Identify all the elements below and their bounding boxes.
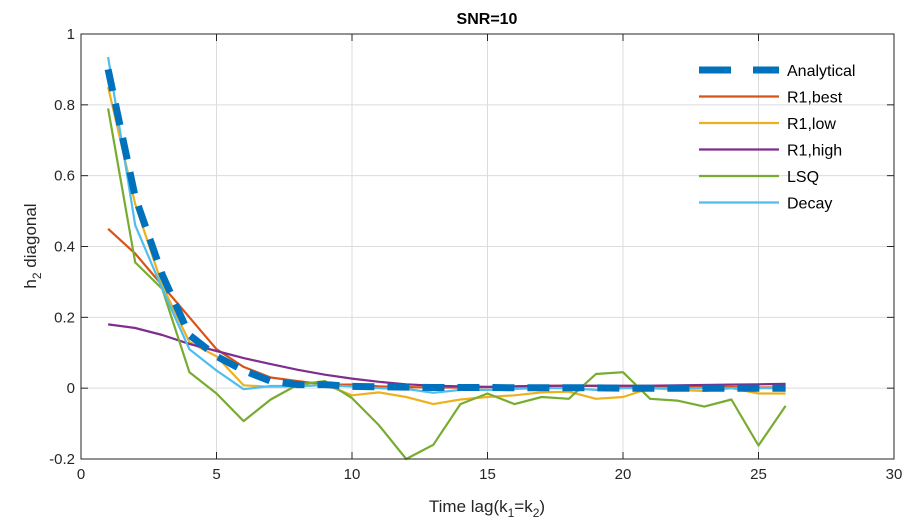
- x-tick-label: 20: [615, 466, 632, 483]
- legend-label: Decay: [787, 196, 832, 213]
- series-layer: [104, 56, 787, 461]
- y-tick-label: 0.6: [54, 168, 75, 185]
- legend-label: Analytical: [787, 63, 855, 80]
- y-tick-label: 0.2: [54, 309, 75, 326]
- chart-title: SNR=10: [457, 11, 518, 28]
- y-tick-label: 0.4: [54, 239, 75, 256]
- y-tick-label: 0: [67, 380, 75, 397]
- x-tick-label: 0: [77, 466, 85, 483]
- x-tick-label: 25: [750, 466, 767, 483]
- legend-label: R1,high: [787, 143, 842, 160]
- x-axis-label: Time lag(k1=k2): [429, 497, 545, 520]
- series-line-analytical: [104, 68, 786, 392]
- legend-label: LSQ: [787, 169, 819, 186]
- axis-ticks: 0 5 10 15 20 25 30-0.200.20.40.60.81: [49, 26, 902, 483]
- y-tick-label: 1: [67, 26, 75, 43]
- legend-label: R1,best: [787, 90, 843, 107]
- x-tick-label: 15: [479, 466, 496, 483]
- x-tick-label: 30: [886, 466, 903, 483]
- series-line-lsq: [107, 108, 787, 461]
- y-tick-label: -0.2: [49, 451, 75, 468]
- legend-label: R1,low: [787, 116, 836, 133]
- x-tick-label: 10: [344, 466, 361, 483]
- y-tick-label: 0.8: [54, 97, 75, 114]
- legend: Analytical R1,best R1,low R1,high LSQ Decay: [699, 63, 855, 213]
- y-axis-label: h2 diagonal: [21, 203, 44, 288]
- x-tick-label: 5: [212, 466, 220, 483]
